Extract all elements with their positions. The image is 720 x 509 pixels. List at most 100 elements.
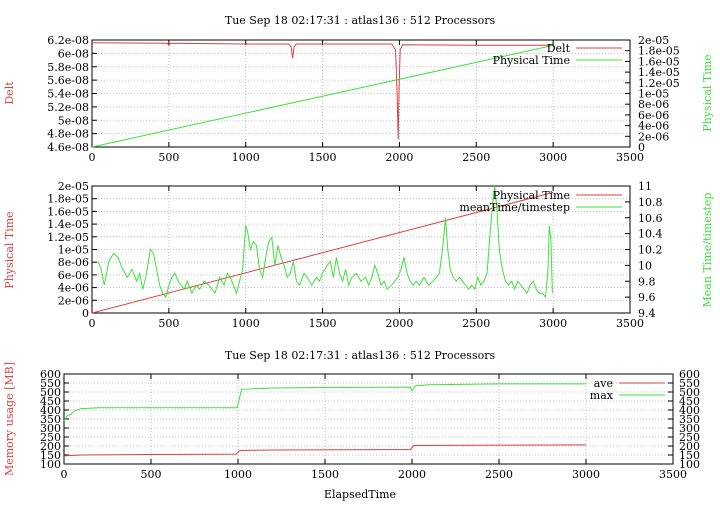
chart3-title: Tue Sep 18 02:17:31 : atlas136 : 512 Pro… (225, 349, 496, 362)
chart2-y2label: Mean Time/timestep (701, 193, 714, 308)
chart2-y2tick-label: 9.8 (638, 275, 656, 288)
chart2-ytick-label: 8e-06 (58, 256, 89, 269)
chart1-y2tick-label: 4e-06 (638, 120, 669, 133)
chart1-series-1-line (91, 42, 554, 140)
chart3-xtick-label: 3500 (659, 468, 687, 481)
chart3-xtick-label: 0 (61, 468, 68, 481)
chart1-ytick-label: 5.6e-08 (47, 74, 89, 87)
chart3-ytick-label: 250 (40, 431, 61, 444)
chart3-ytick-label: 200 (40, 440, 61, 453)
chart3-ytick-label: 350 (40, 413, 61, 426)
chart1-y2tick-label: 1.8e-05 (638, 45, 680, 58)
chart3-y2tick-label: 100 (679, 458, 700, 471)
chart1-xtick-label: 0 (89, 151, 96, 164)
chart3-y2tick-label: 250 (679, 431, 700, 444)
chart3-ytick-label: 550 (40, 377, 61, 390)
chart1-xtick-label: 3000 (539, 151, 567, 164)
chart2-ytick-label: 2e-05 (58, 180, 89, 193)
chart2-series-1-line (91, 191, 554, 314)
chart3-xtick-label: 1000 (224, 468, 252, 481)
chart2-y2tick-label: 10.2 (638, 244, 663, 257)
chart1-ytick-label: 6.2e-08 (47, 34, 89, 47)
chart3-ytick-label: 400 (40, 404, 61, 417)
chart3-y2tick-label: 600 (679, 368, 700, 381)
chart1-y2tick-label: 8e-06 (638, 98, 669, 111)
chart1-ylabel: Delt (3, 81, 16, 105)
chart3-y2tick-label: 550 (679, 377, 700, 390)
chart3-legend-label: ave (594, 377, 613, 390)
chart2-y2tick-label: 10 (638, 259, 652, 272)
chart1-y2tick-label: 1.2e-05 (638, 77, 680, 90)
chart2-xtick-label: 1000 (232, 317, 260, 330)
chart1-xtick-label: 1500 (309, 151, 337, 164)
chart3-ytick-label: 100 (40, 458, 61, 471)
chart2-xtick-label: 0 (89, 317, 96, 330)
chart2-legend-label: meanTime/timestep (459, 201, 570, 214)
chart3-ytick-label: 450 (40, 395, 61, 408)
chart3-y2tick-label: 200 (679, 440, 700, 453)
chart3-xtick-label: 2500 (485, 468, 513, 481)
chart2-ytick-label: 1.8e-05 (47, 193, 89, 206)
chart3-xtick-label: 1500 (311, 468, 339, 481)
chart3-ylabel: Memory usage [MB] (3, 362, 16, 476)
chart3-y2tick-label: 350 (679, 413, 700, 426)
chart1-xtick-label: 2500 (462, 151, 490, 164)
chart2-ytick-label: 6e-06 (58, 269, 89, 282)
chart2-ytick-label: 4e-06 (58, 282, 89, 295)
chart3-ytick-label: 500 (40, 386, 61, 399)
chart2-ytick-label: 1.4e-05 (47, 218, 89, 231)
chart1-title: Tue Sep 18 02:17:31 : atlas136 : 512 Pro… (225, 14, 496, 27)
chart3-ytick-label: 300 (40, 422, 61, 435)
chart3-ytick-label: 600 (40, 368, 61, 381)
chart1-xtick-label: 1000 (232, 151, 260, 164)
chart2-y2tick-label: 10.6 (638, 212, 663, 225)
chart3-xtick-label: 500 (141, 468, 162, 481)
chart1-y2tick-label: 1.4e-05 (638, 66, 680, 79)
chart1-xtick-label: 2000 (385, 151, 413, 164)
chart3-legend-label: max (590, 389, 614, 402)
chart2-ytick-label: 1e-05 (58, 244, 89, 257)
chart1-xtick-label: 3500 (616, 151, 644, 164)
chart2-y2tick-label: 10.8 (638, 196, 663, 209)
chart2-ytick-label: 1.6e-05 (47, 205, 89, 218)
chart1-y2tick-label: 0 (638, 141, 645, 154)
chart1-y2tick-label: 6e-06 (638, 109, 669, 122)
chart1-xtick-label: 500 (158, 151, 179, 164)
chart1-y2tick-label: 1e-05 (638, 88, 669, 101)
chart2-y2tick-label: 9.4 (638, 307, 656, 320)
chart1-ytick-label: 6e-08 (58, 47, 89, 60)
chart1-y2tick-label: 2e-05 (638, 34, 669, 47)
chart1-ytick-label: 5.8e-08 (47, 61, 89, 74)
chart1-y2tick-label: 1.6e-05 (638, 55, 680, 68)
chart3-xtick-label: 3000 (572, 468, 600, 481)
chart1-ytick-label: 4.8e-08 (47, 128, 89, 141)
chart2-xtick-label: 2500 (462, 317, 490, 330)
chart1-legend-label: Delt (547, 42, 571, 55)
chart3-y2tick-label: 450 (679, 395, 700, 408)
chart2-y2tick-label: 11 (638, 180, 652, 193)
chart2-xtick-label: 2000 (385, 317, 413, 330)
chart3-y2tick-label: 150 (679, 449, 700, 462)
chart1-ytick-label: 4.6e-08 (47, 141, 89, 154)
chart2-xtick-label: 3500 (616, 317, 644, 330)
chart2-series-2-line (97, 185, 553, 299)
chart3-frame (63, 373, 674, 465)
chart3-series-2-line (63, 383, 586, 422)
chart2-ytick-label: 1.2e-05 (47, 231, 89, 244)
chart1-series-2-line (91, 44, 554, 148)
chart1-ytick-label: 5e-08 (58, 114, 89, 127)
chart3-ytick-label: 150 (40, 449, 61, 462)
chart1-y2label: Physical Time (701, 54, 714, 131)
chart2-ylabel: Physical Time (3, 211, 16, 288)
chart2-xtick-label: 500 (158, 317, 179, 330)
chart1-frame (91, 39, 631, 148)
chart3-xtick-label: 2000 (398, 468, 426, 481)
chart2-xtick-label: 1500 (309, 317, 337, 330)
chart2-ytick-label: 0 (82, 307, 89, 320)
chart3-y2tick-label: 300 (679, 422, 700, 435)
chart2-legend-label: Physical Time (493, 189, 570, 202)
chart2-y2tick-label: 9.6 (638, 291, 656, 304)
chart2-xtick-label: 3000 (539, 317, 567, 330)
chart1-ytick-label: 5.2e-08 (47, 101, 89, 114)
